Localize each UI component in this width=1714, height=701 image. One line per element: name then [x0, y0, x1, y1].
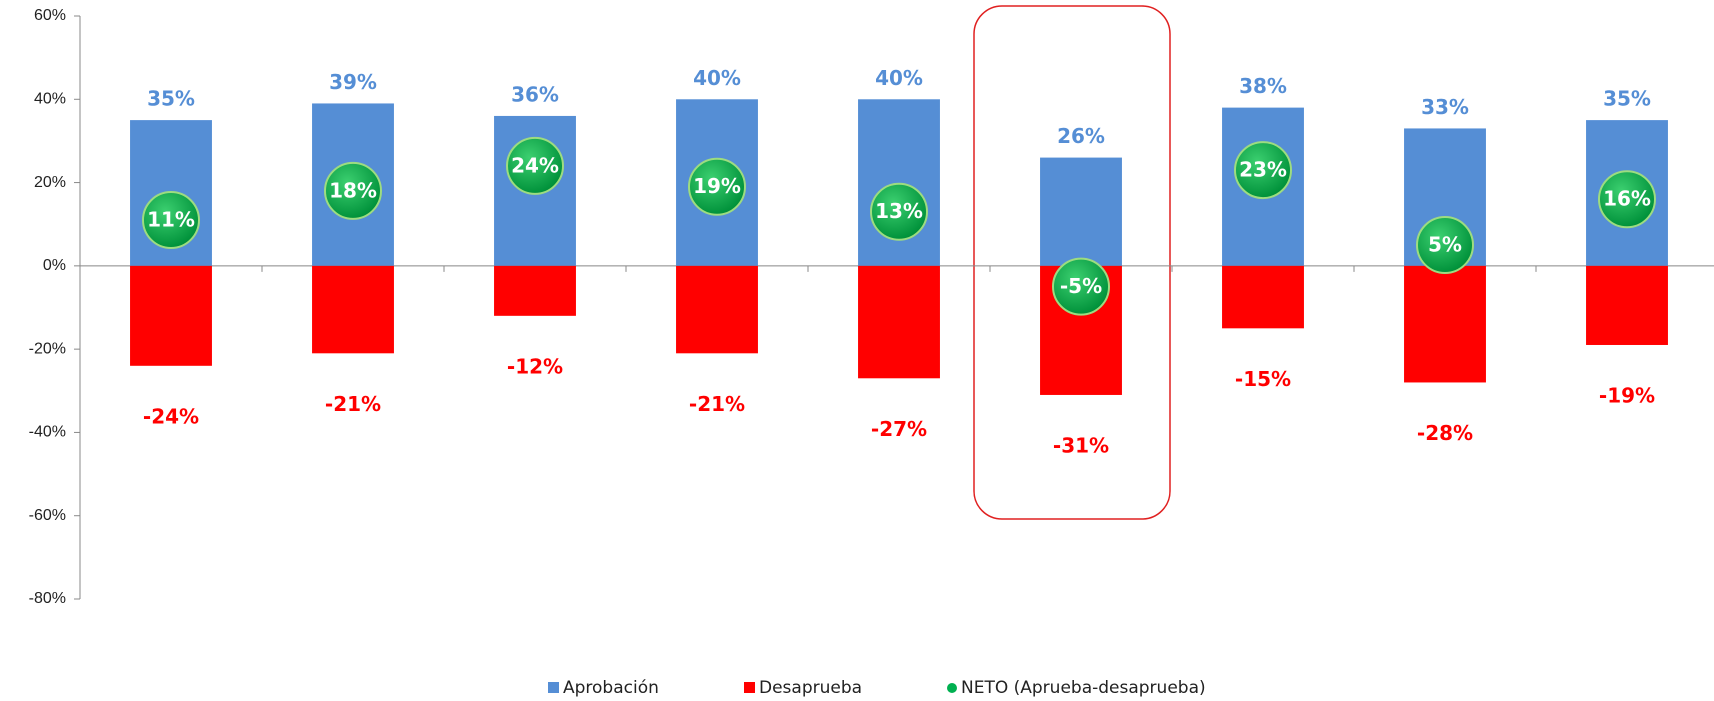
net-label: 19% [693, 174, 741, 198]
data-label: 26% [1057, 124, 1105, 148]
net-marker [324, 161, 382, 220]
net-marker [870, 182, 928, 241]
legend-label: Desaprueba [759, 678, 862, 698]
y-tick-label: 60% [34, 7, 66, 24]
legend-swatch [744, 682, 755, 693]
data-label: -27% [871, 417, 927, 441]
data-label: 40% [693, 66, 741, 90]
net-label: 16% [1603, 187, 1651, 211]
legend-label: Aprobación [563, 678, 659, 698]
net-label: 18% [329, 178, 377, 202]
data-label: -19% [1599, 383, 1655, 407]
bar [130, 265, 212, 366]
legend-swatch [947, 683, 957, 693]
data-label: 38% [1239, 74, 1287, 98]
data-label: -21% [689, 392, 745, 416]
net-label: -5% [1060, 274, 1102, 298]
net-label: 13% [875, 199, 923, 223]
data-label: -15% [1235, 367, 1291, 391]
net-marker [142, 191, 200, 250]
net-marker [1052, 257, 1110, 316]
y-tick-label: 40% [34, 91, 66, 108]
data-label: -28% [1417, 421, 1473, 445]
bar [676, 265, 758, 354]
bar [1586, 265, 1668, 345]
legend-swatch [548, 682, 559, 693]
y-tick-label: 20% [34, 174, 66, 191]
bar [1222, 265, 1304, 329]
bar [1404, 265, 1486, 383]
data-label: 35% [1603, 87, 1651, 111]
net-marker [688, 157, 746, 216]
bar [494, 265, 576, 316]
data-label: -21% [325, 392, 381, 416]
bar [858, 265, 940, 379]
net-label: 23% [1239, 158, 1287, 182]
data-label: -12% [507, 354, 563, 378]
net-marker [1234, 141, 1292, 200]
bar [1040, 157, 1122, 266]
data-label: 36% [511, 82, 559, 106]
net-marker [1416, 216, 1474, 275]
net-marker [506, 136, 564, 195]
data-label: -24% [143, 404, 199, 428]
y-tick-label: -20% [29, 340, 66, 357]
net-label: 24% [511, 153, 559, 177]
legend-label: NETO (Aprueba-desaprueba) [961, 678, 1206, 698]
y-tick-label: -60% [29, 507, 66, 524]
net-label: 11% [147, 208, 195, 232]
y-tick-label: -80% [29, 590, 66, 607]
data-label: 40% [875, 66, 923, 90]
highlight-box [973, 5, 1171, 520]
bar [858, 99, 940, 266]
bar [312, 265, 394, 354]
data-label: 33% [1421, 95, 1469, 119]
data-label: 39% [329, 70, 377, 94]
net-label: 5% [1428, 233, 1462, 257]
data-label: -31% [1053, 433, 1109, 457]
y-tick-label: 0% [43, 257, 66, 274]
y-tick-label: -40% [29, 424, 66, 441]
net-marker [1598, 170, 1656, 229]
data-label: 35% [147, 87, 195, 111]
